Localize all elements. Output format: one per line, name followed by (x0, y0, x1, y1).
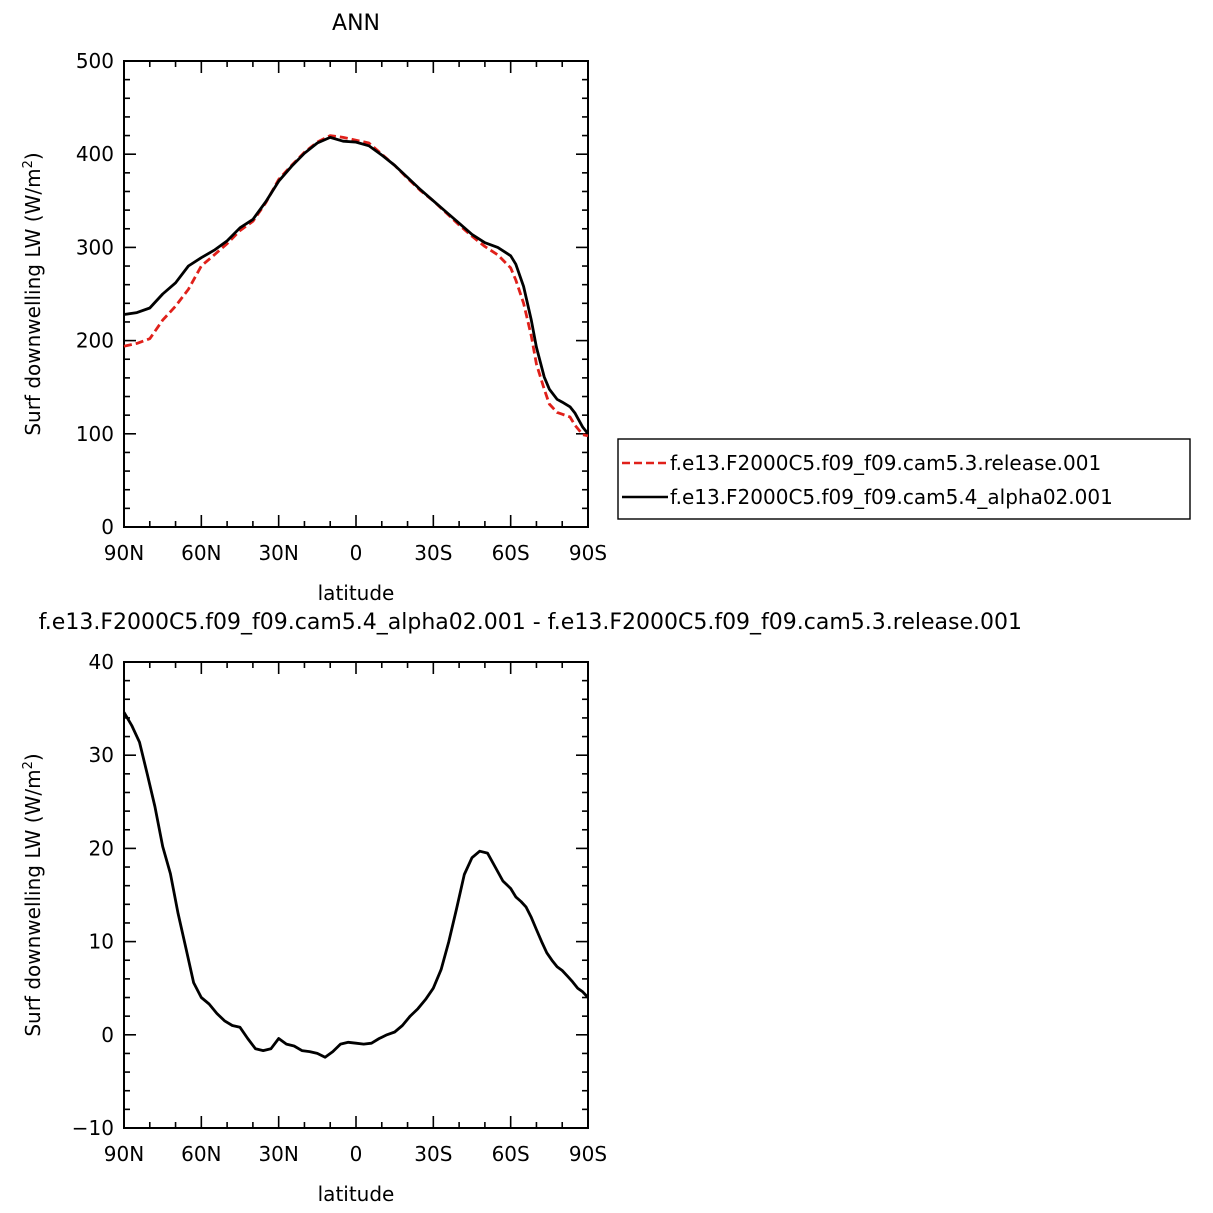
bottom-x-tick-label: 0 (350, 1142, 363, 1166)
top-chart-panel: ANN 90N 60N 30N 0 30S 60S 90S0100200300400500 … (21, 11, 607, 605)
bottom-plot-area: 90N 60N 30N 0 30S 60S 90S −10 0 10 20 30 40 (72, 650, 607, 1166)
top-chart-title: ANN (332, 11, 380, 36)
bottom-chart-panel: f.e13.F2000C5.f09_f09.cam5.4_alpha02.001… (21, 610, 1022, 1206)
bottom-x-tick-label: 90N (104, 1142, 144, 1166)
top-x-tick-label: 30N (258, 541, 298, 565)
top-y-tick-label: 400 (76, 142, 114, 166)
top-plot-frame (123, 60, 589, 528)
legend-label-series-2: f.e13.F2000C5.f09_f09.cam5.4_alpha02.001 (670, 485, 1113, 509)
bottom-y-tick-label: 40 (89, 650, 114, 674)
bottom-chart-title: f.e13.F2000C5.f09_f09.cam5.4_alpha02.001… (39, 610, 1022, 635)
bottom-y-axis-label-close: ) (21, 753, 45, 761)
bottom-x-tick-label: 30N (258, 1142, 298, 1166)
bottom-x-tick-label: 60S (492, 1142, 530, 1166)
top-y-tick-label: 100 (76, 422, 114, 446)
top-series-line-2 (123, 136, 590, 435)
top-x-tick-label: 90S (569, 541, 607, 565)
bottom-y-tick-label: 20 (89, 836, 114, 860)
bottom-x-tick-label: 90S (569, 1142, 607, 1166)
bottom-y-tick-label: 0 (101, 1023, 114, 1047)
top-x-tick-label: 30S (414, 541, 452, 565)
top-y-axis-label: Surf downwelling LW (W/m2) (21, 152, 45, 435)
bottom-y-axis-label-text: Surf downwelling LW (W/m (21, 769, 45, 1036)
top-y-tick-label: 500 (76, 49, 114, 73)
top-plot-area: 90N 60N 30N 0 30S 60S 90S 0 100 200 300 400 500 (76, 49, 607, 565)
top-y-axis-label-text: Surf downwelling LW (W/m (21, 168, 45, 435)
top-y-tick-label: 0 (101, 515, 114, 539)
legend-item-series-1: f.e13.F2000C5.f09_f09.cam5.3.release.001 (622, 451, 1101, 475)
top-x-tick-label: 90N (104, 541, 144, 565)
bottom-x-tick-label: 60N (181, 1142, 221, 1166)
top-x-axis-label: latitude (318, 581, 395, 605)
legend-box (617, 438, 1191, 520)
bottom-y-axis-label-sup: 2 (21, 761, 36, 769)
top-y-tick-label: 300 (76, 235, 114, 259)
top-y-axis-label-close: ) (21, 152, 45, 160)
top-y-tick-label: 200 (76, 329, 114, 353)
bottom-series-line-1 (122, 711, 590, 1059)
bottom-y-axis-label: Surf downwelling LW (W/m2) (21, 753, 45, 1036)
top-x-tick-label: 60S (492, 541, 530, 565)
legend-item-series-2: f.e13.F2000C5.f09_f09.cam5.4_alpha02.001 (622, 485, 1113, 509)
top-x-tick-label: 60N (181, 541, 221, 565)
top-x-tick-label: 0 (350, 541, 363, 565)
bottom-y-tick-label: 10 (89, 930, 114, 954)
top-y-axis-label-sup: 2 (21, 160, 36, 168)
legend: f.e13.F2000C5.f09_f09.cam5.3.release.001… (617, 438, 1191, 520)
bottom-y-tick-label: 30 (89, 743, 114, 767)
top-series-line-1 (123, 134, 589, 438)
bottom-y-tick-label: −10 (72, 1116, 114, 1140)
bottom-plot-frame (123, 661, 589, 1129)
bottom-x-tick-label: 30S (414, 1142, 452, 1166)
bottom-x-axis-label: latitude (318, 1182, 395, 1206)
legend-label-series-1: f.e13.F2000C5.f09_f09.cam5.3.release.001 (670, 451, 1101, 475)
